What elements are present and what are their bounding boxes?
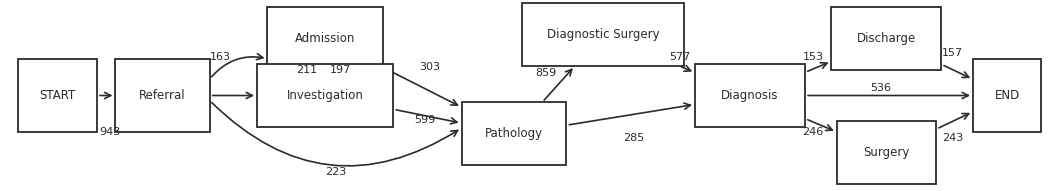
- Text: Diagnosis: Diagnosis: [722, 89, 778, 102]
- FancyBboxPatch shape: [267, 7, 383, 70]
- Text: 303: 303: [420, 62, 441, 72]
- FancyBboxPatch shape: [831, 7, 942, 70]
- Text: Admission: Admission: [295, 32, 356, 45]
- Text: 577: 577: [669, 52, 690, 62]
- Text: START: START: [40, 89, 76, 102]
- Text: 246: 246: [802, 127, 823, 137]
- Text: 243: 243: [942, 133, 963, 142]
- Text: Pathology: Pathology: [485, 127, 543, 140]
- FancyBboxPatch shape: [462, 102, 566, 165]
- Text: 285: 285: [623, 133, 644, 142]
- Text: 163: 163: [210, 52, 231, 62]
- FancyBboxPatch shape: [19, 59, 97, 132]
- Text: 536: 536: [871, 83, 892, 93]
- Text: 943: 943: [100, 127, 121, 137]
- FancyBboxPatch shape: [115, 59, 210, 132]
- FancyBboxPatch shape: [837, 121, 936, 184]
- Text: 153: 153: [802, 52, 823, 62]
- Text: Discharge: Discharge: [857, 32, 916, 45]
- FancyBboxPatch shape: [257, 64, 393, 127]
- Text: 197: 197: [330, 65, 351, 75]
- FancyBboxPatch shape: [521, 3, 684, 66]
- Text: Referral: Referral: [140, 89, 186, 102]
- Text: END: END: [994, 89, 1020, 102]
- Text: 157: 157: [942, 49, 963, 58]
- FancyBboxPatch shape: [973, 59, 1041, 132]
- Text: Investigation: Investigation: [286, 89, 364, 102]
- Text: 211: 211: [296, 65, 317, 75]
- FancyBboxPatch shape: [694, 64, 806, 127]
- Text: 599: 599: [414, 115, 435, 125]
- Text: Diagnostic Surgery: Diagnostic Surgery: [547, 28, 660, 41]
- Text: 859: 859: [535, 68, 556, 78]
- Text: Surgery: Surgery: [863, 146, 909, 159]
- Text: 223: 223: [325, 167, 346, 177]
